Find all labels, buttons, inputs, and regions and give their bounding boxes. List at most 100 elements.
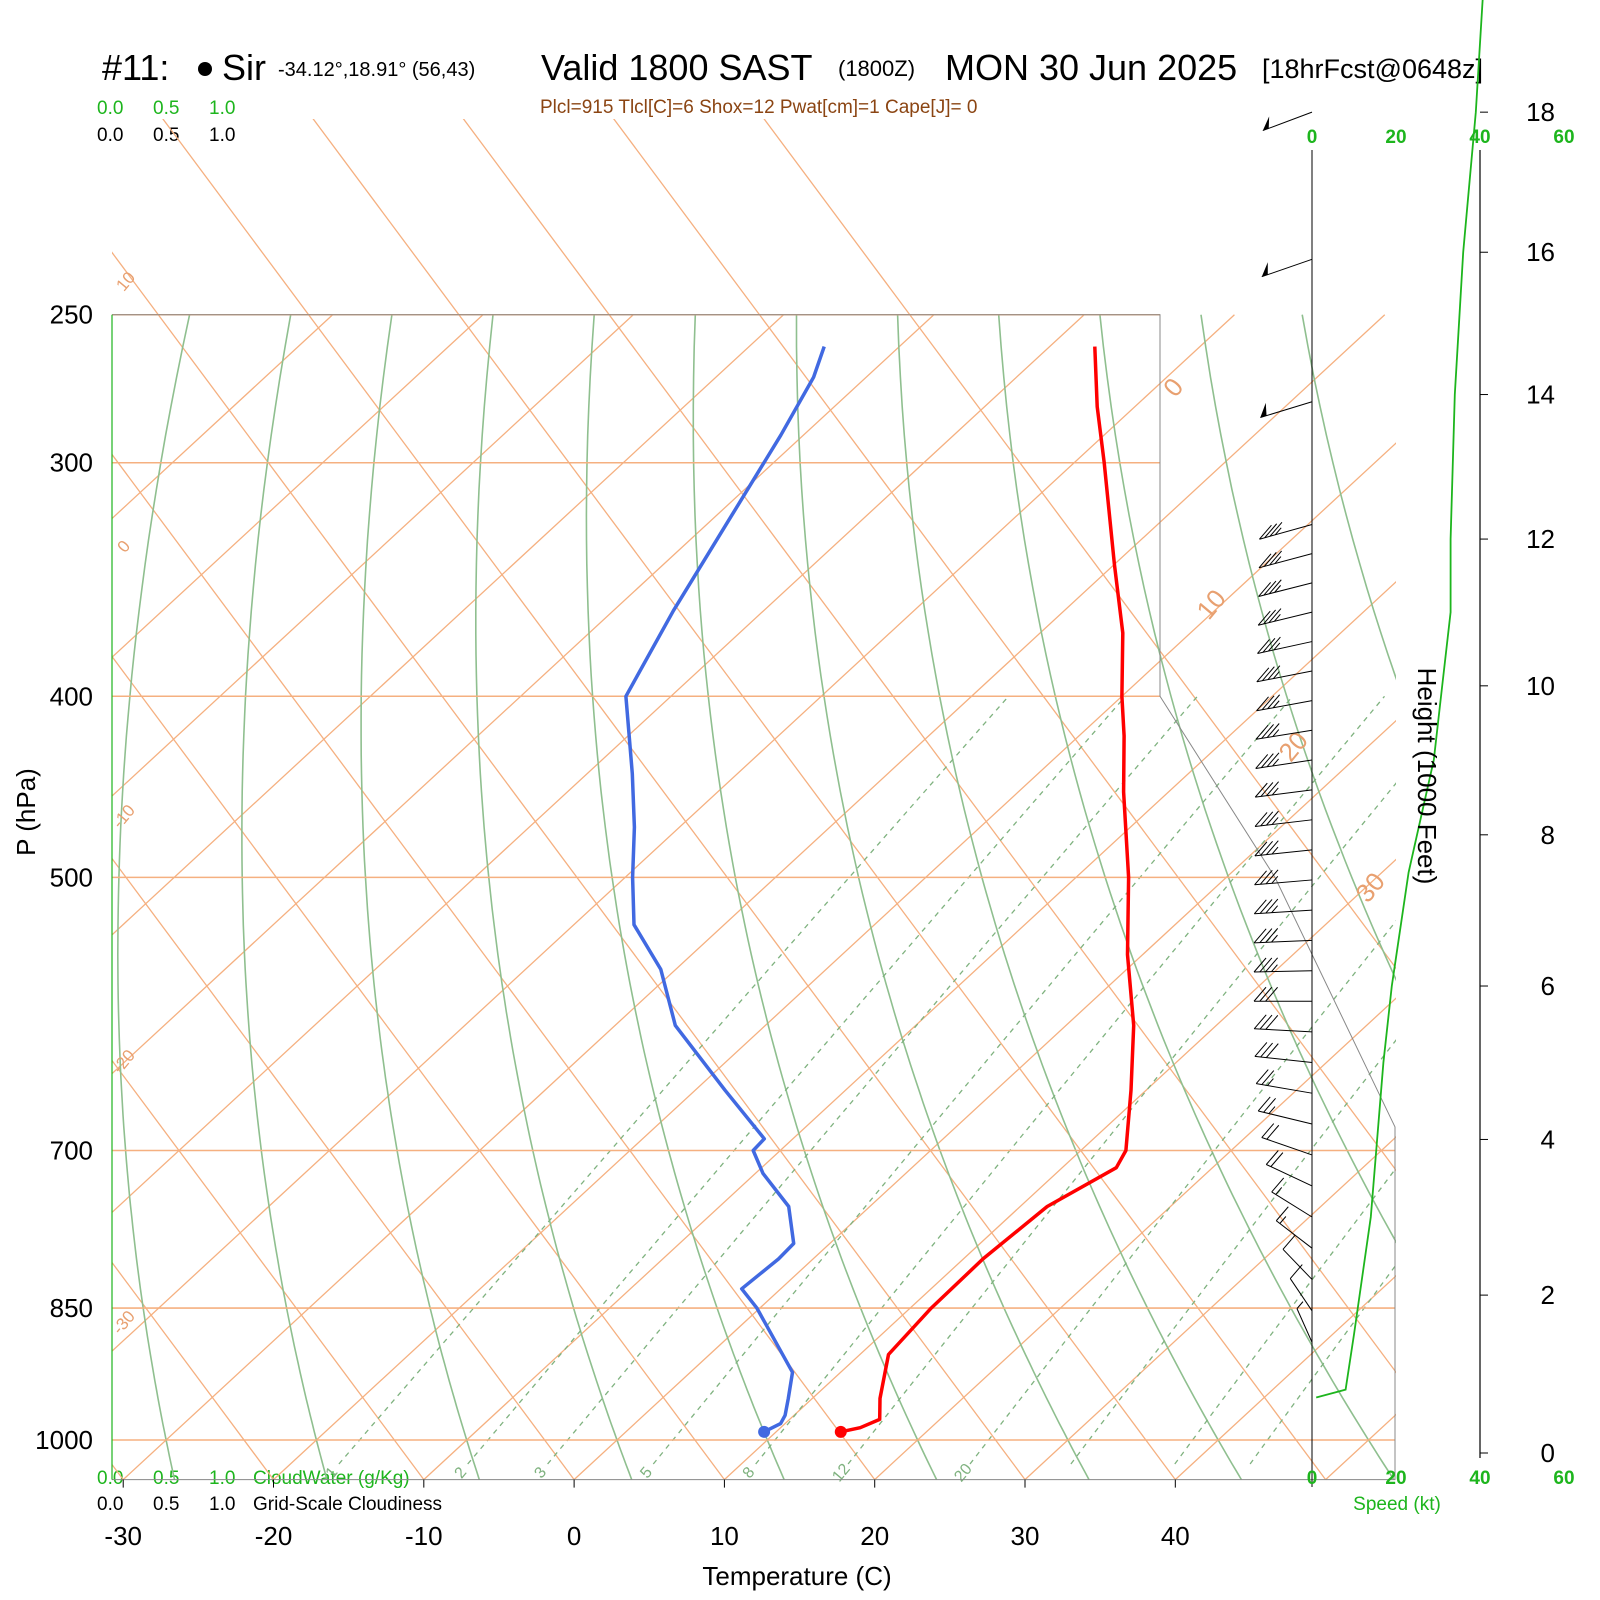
height-tick-label: 14 (1526, 380, 1555, 410)
dry-adiabats (116, 314, 1396, 1481)
wind-barb-staff (1254, 1055, 1313, 1063)
speed-tick-top: 0 (1307, 127, 1318, 148)
wind-barb (1257, 608, 1313, 626)
cloud-bottom-green-1: 0.5 (153, 1468, 179, 1489)
wind-barb-flag (1271, 1177, 1285, 1193)
wind-barb-flag (1257, 1096, 1271, 1112)
height-tick-label: 4 (1541, 1124, 1555, 1154)
cloud-scale-top: 0.0 0.5 1.0 0.0 0.5 1.0 (97, 98, 235, 146)
wind-barb (1271, 1177, 1313, 1218)
wind-barb (1261, 1123, 1313, 1156)
wind-barb-flag (1254, 1042, 1268, 1057)
wind-barb-half-flag (1271, 787, 1279, 796)
dry-adiabat-line (997, 314, 1395, 1481)
wind-barb (1296, 1301, 1313, 1343)
wind-barb-staff (1275, 1220, 1313, 1249)
cloud-scale-bottom: 0.0 0.5 1.0 CloudWater (g/Kg) 0.0 0.5 1.… (97, 1468, 442, 1515)
height-axis-label: Height (1000 Feet) (1412, 668, 1442, 885)
station-coords: -34.12°,18.91° (56,43) (278, 59, 475, 81)
wind-barb-staff (1258, 553, 1313, 569)
dry-adiabat-line (360, 314, 481, 1480)
x-tick-label: -20 (255, 1521, 293, 1551)
wind-barb-half-flag (1273, 613, 1281, 622)
wind-barb-staff (1261, 1137, 1313, 1156)
wind-barb (1256, 694, 1313, 712)
x-tick-label: 40 (1161, 1521, 1190, 1551)
wind-barb-flag (1254, 782, 1268, 798)
dewpoint-line (624, 346, 826, 1434)
isotherm-line (573, 719, 1396, 1481)
wind-barb-flag (1258, 582, 1271, 597)
wind-barb (1254, 810, 1313, 827)
mixing-ratio-line (547, 695, 1198, 1465)
wind-barb (1275, 1206, 1313, 1249)
surface-temperature-marker (834, 1425, 847, 1438)
wind-barb-flag (1263, 609, 1276, 625)
cloud-bottom-black-0: 0.0 (97, 1494, 123, 1515)
wind-barb-half-flag (1272, 758, 1279, 767)
cloud-bottom-black-1: 0.5 (153, 1494, 179, 1515)
wind-barb-half-flag (1272, 700, 1280, 709)
mixing-ratio-line (847, 782, 1396, 1465)
wind-barb-flag (1259, 869, 1273, 885)
valid-date: MON 30 Jun 2025 (945, 47, 1237, 88)
cloud-bottom-black-2: 1.0 (209, 1494, 235, 1515)
dry-adiabat-line (1200, 314, 1396, 982)
wind-barb-flag (1261, 724, 1274, 739)
height-tick-label: 8 (1541, 820, 1555, 850)
speed-tick-bottom: 60 (1553, 1468, 1574, 1489)
isotherm-label: 30 (1349, 866, 1391, 907)
sounding-profiles (624, 346, 1136, 1438)
wind-barb (1255, 723, 1313, 740)
wind-barb-pennant (1262, 116, 1270, 131)
wind-barb-flag (1259, 524, 1272, 540)
speed-axis-label: Speed (kt) (1353, 1494, 1441, 1515)
wind-barb-flag (1265, 1150, 1279, 1165)
wind-barb (1261, 258, 1313, 278)
wind-barb-staff (1255, 759, 1313, 769)
isotherm-line (874, 997, 1396, 1481)
wind-barb-staff (1254, 849, 1313, 857)
wind-barb-flag (1266, 752, 1280, 768)
wind-barb-flag (1265, 898, 1279, 914)
wind-barb-flag (1263, 552, 1277, 567)
x-tick-label: 10 (710, 1521, 739, 1551)
wind-barb-flag (1270, 1152, 1284, 1167)
wind-barb-half-flag (1275, 1187, 1283, 1195)
wind-barb-half-flag (1267, 1078, 1274, 1086)
wind-barb-half-flag (1274, 585, 1282, 593)
dry-adiabat-line (1099, 314, 1396, 1244)
wind-barb (1255, 752, 1313, 769)
height-tick-label: 12 (1526, 524, 1555, 554)
dry-adiabat-line (116, 314, 191, 1480)
wind-barb-flag (1259, 1014, 1273, 1030)
cloudwater-label: CloudWater (g/Kg) (253, 1468, 410, 1489)
wind-barb-flag (1282, 1234, 1296, 1250)
mixing-ratio-line (969, 920, 1396, 1465)
isotherm-line (112, 314, 1085, 1214)
wind-barb-flag (1261, 695, 1275, 711)
wind-barb (1253, 898, 1313, 915)
wind-barb-staff (1257, 641, 1313, 654)
wind-barb-half-flag (1271, 817, 1279, 825)
isotherm-line (273, 442, 1396, 1481)
pressure-tick-label: 300 (50, 448, 93, 478)
cloud-top-black-1: 0.5 (153, 125, 179, 146)
isotherm-line (112, 314, 784, 936)
wind-barb-flag (1261, 1070, 1275, 1085)
x-axis-label: Temperature (C) (702, 1561, 891, 1591)
wind-barb-half-flag (1271, 905, 1279, 914)
isotherm-line (112, 314, 634, 797)
wind-barb-flag (1266, 1124, 1280, 1140)
wind-barb-staff (1254, 939, 1313, 944)
cloud-top-black-2: 1.0 (209, 125, 235, 146)
x-tick-label: 20 (860, 1521, 889, 1551)
wind-barb-staff (1255, 729, 1313, 740)
mixing-ratio-line (755, 695, 1385, 1465)
isotherm-cross-line (112, 1463, 124, 1480)
wind-barb-flag (1254, 870, 1267, 886)
wind-barb (1256, 665, 1313, 683)
isotherm-line (112, 314, 935, 1075)
